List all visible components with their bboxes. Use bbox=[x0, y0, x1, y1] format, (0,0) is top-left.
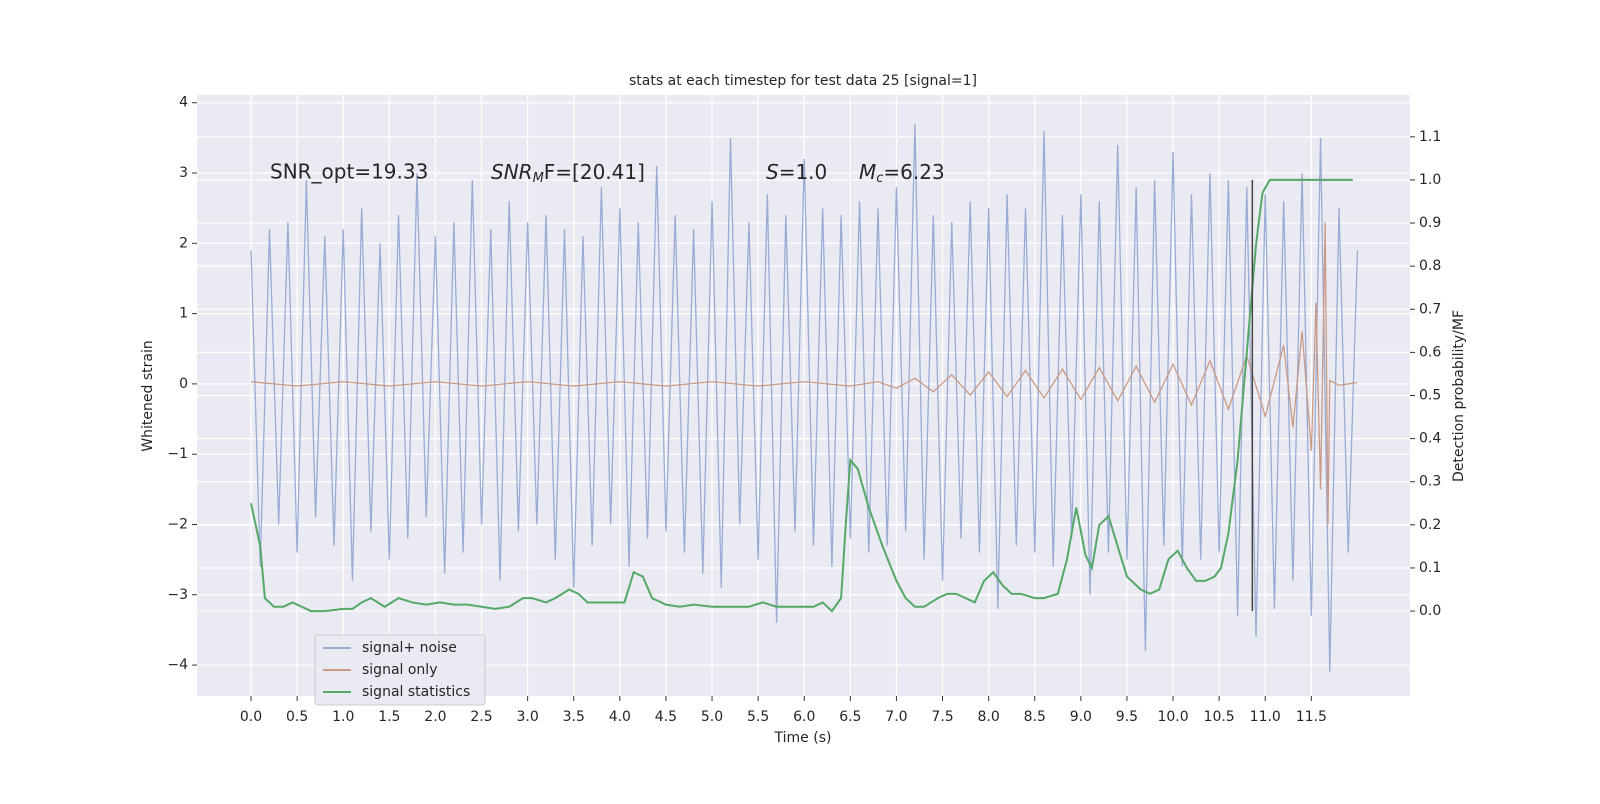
x-axis-label: Time (s) bbox=[774, 730, 832, 746]
y2-tick-label: 0.0 bbox=[1419, 603, 1441, 619]
chart-title: stats at each timestep for test data 25 … bbox=[629, 73, 977, 89]
legend: signal+ noise signal only signal statistic… bbox=[314, 634, 486, 706]
x-tick-label: 0.0 bbox=[240, 709, 262, 725]
y2-tick-label: 1.0 bbox=[1419, 172, 1441, 188]
annotation: S=1.0 bbox=[766, 160, 827, 184]
annotation: SNRMF=[20.41] bbox=[491, 160, 645, 186]
grid bbox=[192, 95, 1415, 701]
y2-tick-label: 0.7 bbox=[1419, 301, 1441, 317]
y2-tick-label: 0.4 bbox=[1419, 431, 1441, 447]
y2-axis-label: Detection probability/MF bbox=[1451, 310, 1467, 482]
annotation-part: =1.0 bbox=[779, 160, 828, 184]
series-line bbox=[250, 222, 1358, 525]
x-tick-label: 10.0 bbox=[1157, 709, 1188, 725]
x-tick-label: 6.0 bbox=[793, 709, 815, 725]
annotation-part: S bbox=[766, 160, 779, 184]
x-tick-label: 9.5 bbox=[1116, 709, 1138, 725]
x-tick-label: 3.0 bbox=[517, 709, 539, 725]
annotation: Mc=6.23 bbox=[859, 160, 945, 186]
y-tick-label: 1 bbox=[179, 306, 188, 322]
legend-label: signal+ noise bbox=[362, 640, 457, 656]
y-tick-label: −1 bbox=[167, 446, 188, 462]
y2-tick-label: 0.9 bbox=[1419, 215, 1441, 231]
x-tick-label: 3.5 bbox=[563, 709, 585, 725]
legend-box bbox=[314, 634, 486, 706]
annotation: SNR_opt=19.33 bbox=[270, 160, 428, 184]
x-tick-label: 6.5 bbox=[839, 709, 861, 725]
x-tick-label: 5.0 bbox=[701, 709, 723, 725]
x-tick-label: 4.5 bbox=[655, 709, 677, 725]
y2-tick-label: 0.5 bbox=[1419, 388, 1441, 404]
x-tick-label: 10.5 bbox=[1204, 709, 1235, 725]
marks bbox=[250, 123, 1359, 673]
y-tick-label: −2 bbox=[167, 516, 188, 532]
x-tick-label: 8.0 bbox=[978, 709, 1000, 725]
legend-label: signal only bbox=[362, 662, 437, 678]
y2-tick-label: 0.6 bbox=[1419, 344, 1441, 360]
x-tick-label: 1.5 bbox=[378, 709, 400, 725]
annotation-part: SNR bbox=[491, 160, 533, 184]
x-tick-label: 7.5 bbox=[931, 709, 953, 725]
x-tick-label: 7.0 bbox=[885, 709, 907, 725]
annotation-sub: M bbox=[533, 171, 544, 186]
x-tick-label: 11.0 bbox=[1250, 709, 1281, 725]
annotation-part: =6.23 bbox=[883, 160, 944, 184]
y-axis-label: Whitened strain bbox=[140, 340, 156, 451]
annotation-part: F=[20.41] bbox=[544, 160, 645, 184]
y2-tick-label: 0.3 bbox=[1419, 474, 1441, 490]
y2-tick-label: 0.2 bbox=[1419, 517, 1441, 533]
annotation-sub: c bbox=[876, 171, 883, 186]
legend-label: signal statistics bbox=[362, 684, 470, 700]
y-tick-label: 2 bbox=[179, 235, 188, 251]
y2-tick-label: 0.1 bbox=[1419, 560, 1441, 576]
x-tick-label: 0.5 bbox=[286, 709, 308, 725]
x-tick-label: 1.0 bbox=[332, 709, 354, 725]
x-tick-label: 9.0 bbox=[1070, 709, 1092, 725]
y-tick-label: 4 bbox=[179, 95, 188, 111]
x-tick-label: 11.5 bbox=[1296, 709, 1327, 725]
annotation-part: M bbox=[859, 160, 876, 184]
y-tick-label: 3 bbox=[179, 165, 188, 181]
x-tick-label: 5.5 bbox=[747, 709, 769, 725]
x-tick-label: 4.0 bbox=[609, 709, 631, 725]
y2-tick-label: 0.8 bbox=[1419, 258, 1441, 274]
series-line bbox=[250, 123, 1359, 673]
y-tick-label: 0 bbox=[179, 376, 188, 392]
y-tick-label: −3 bbox=[167, 587, 188, 603]
y2-tick-label: 1.1 bbox=[1419, 129, 1441, 145]
x-tick-label: 2.5 bbox=[470, 709, 492, 725]
x-tick-label: 8.5 bbox=[1024, 709, 1046, 725]
x-tick-label: 2.0 bbox=[424, 709, 446, 725]
series-line bbox=[250, 178, 1353, 613]
y-tick-label: −4 bbox=[167, 657, 188, 673]
